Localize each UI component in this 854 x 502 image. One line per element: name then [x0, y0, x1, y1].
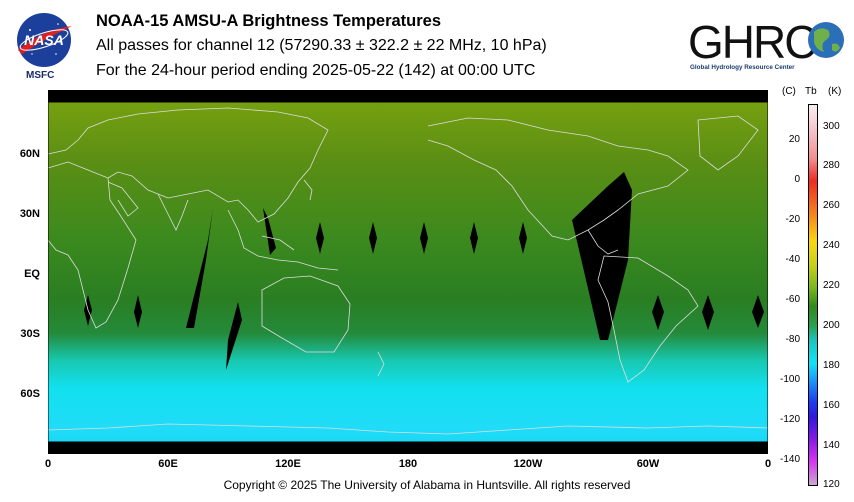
colorbar-tick-c: -20 — [785, 214, 800, 225]
temperature-field — [48, 102, 768, 442]
period-subtitle: For the 24-hour period ending 2025-05-22… — [96, 62, 536, 79]
colorbar-unit-c: (C) — [782, 86, 796, 97]
lon-label-60e: 60E — [158, 458, 178, 470]
colorbar-tick-c: 0 — [794, 174, 800, 185]
lat-label-30n: 30N — [19, 208, 40, 220]
msfc-label: MSFC — [26, 70, 55, 81]
colorbar-tick-k: 140 — [823, 440, 840, 451]
colorbar-tick-k: 300 — [823, 121, 840, 132]
copyright-notice: Copyright © 2025 The University of Alaba… — [223, 478, 631, 492]
svg-text:GHRC: GHRC — [688, 16, 816, 68]
colorbar-tick-k: 120 — [823, 479, 840, 490]
lat-label-60s: 60S — [20, 388, 40, 400]
lon-label-0: 0 — [44, 458, 52, 470]
brightness-temperature-map — [48, 90, 768, 454]
colorbar — [808, 104, 818, 486]
colorbar-tick-c: -40 — [785, 254, 800, 265]
colorbar-tick-c: -140 — [779, 454, 800, 465]
lat-label-30s: 30S — [20, 328, 40, 340]
lat-label-eq: EQ — [24, 268, 40, 280]
ghrc-logo: GHRC — [688, 16, 844, 68]
coastlines — [48, 101, 768, 443]
colorbar-tick-k: 160 — [823, 400, 840, 411]
colorbar-tick-k: 180 — [823, 360, 840, 371]
colorbar-tick-c: -100 — [779, 374, 800, 385]
colorbar-tick-k: 200 — [823, 320, 840, 331]
lon-label-120w: 120W — [513, 458, 543, 470]
colorbar-tick-k: 220 — [823, 280, 840, 291]
lon-label-60w: 60W — [636, 458, 660, 470]
colorbar-tick-c: 20 — [788, 134, 800, 145]
ghrc-subtitle: Global Hydrology Resource Center — [690, 64, 795, 71]
colorbar-tick-k: 280 — [823, 160, 840, 171]
channel-subtitle: All passes for channel 12 (57290.33 ± 32… — [96, 37, 547, 54]
svg-text:NASA: NASA — [24, 32, 64, 48]
nasa-logo: NASA — [17, 13, 72, 67]
colorbar-tick-c: -120 — [779, 414, 800, 425]
map-title: NOAA-15 AMSU-A Brightness Temperatures — [96, 12, 442, 30]
colorbar-tick-k: 240 — [823, 240, 840, 251]
colorbar-tick-c: -80 — [785, 334, 800, 345]
colorbar-unit-tb: Tb — [805, 86, 817, 97]
colorbar-unit-k: (K) — [828, 86, 842, 97]
lon-label-120e: 120E — [275, 458, 301, 470]
colorbar-tick-k: 260 — [823, 200, 840, 211]
data-gap-swaths — [84, 172, 764, 370]
lon-label-180: 180 — [398, 458, 418, 470]
colorbar-tick-c: -60 — [785, 294, 800, 305]
lon-label-0-right: 0 — [764, 458, 772, 470]
lat-label-60n: 60N — [19, 148, 40, 160]
